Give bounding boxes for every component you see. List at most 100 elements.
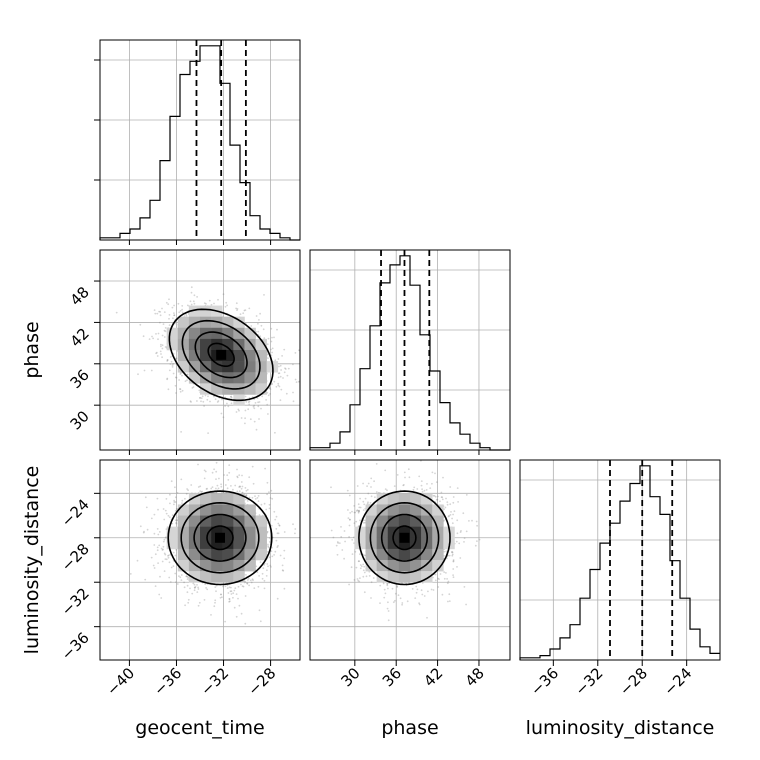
- sample-point: [265, 575, 268, 577]
- density-cell: [211, 537, 223, 550]
- sample-point: [232, 488, 234, 491]
- sample-point: [159, 314, 162, 317]
- density-cell: [200, 515, 212, 527]
- sample-point: [277, 358, 280, 360]
- hist-bar: [140, 218, 150, 240]
- contour-line: [181, 319, 261, 390]
- sample-point: [278, 385, 281, 388]
- sample-point: [278, 524, 281, 526]
- density-cell: [211, 515, 223, 527]
- contour-line: [206, 525, 234, 551]
- sample-point: [153, 513, 156, 516]
- sample-point: [277, 384, 280, 387]
- sample-point: [164, 509, 167, 512]
- sample-point: [161, 560, 164, 563]
- sample-point: [164, 346, 167, 348]
- sample-point: [268, 387, 271, 389]
- sample-point: [266, 569, 268, 572]
- sample-point: [180, 478, 183, 481]
- sample-point: [185, 492, 188, 495]
- sample-point: [387, 587, 389, 590]
- sample-point: [292, 523, 294, 526]
- sample-point: [279, 399, 282, 402]
- density-cell: [233, 493, 245, 505]
- sample-point: [148, 338, 151, 340]
- sample-point: [263, 564, 265, 566]
- sample-point: [384, 592, 387, 595]
- sample-point: [240, 612, 243, 615]
- contour-line: [207, 342, 235, 367]
- sample-point: [174, 554, 177, 557]
- density-cell: [200, 316, 212, 329]
- sample-point: [266, 563, 269, 565]
- sample-point: [259, 561, 262, 563]
- sample-point: [238, 474, 241, 476]
- sample-point: [160, 343, 162, 346]
- sample-point: [275, 528, 278, 530]
- sample-point: [173, 503, 175, 506]
- sample-point: [166, 377, 169, 380]
- sample-point: [244, 409, 247, 412]
- sample-point: [181, 502, 183, 504]
- sample-point: [174, 384, 177, 387]
- sample-point: [230, 593, 233, 595]
- sample-point: [270, 327, 273, 330]
- sample-point: [271, 497, 274, 500]
- sample-point: [245, 494, 248, 497]
- sample-point: [242, 312, 245, 315]
- sample-point: [367, 501, 369, 504]
- sample-point: [170, 360, 173, 363]
- sample-point: [276, 597, 279, 600]
- sample-point: [175, 521, 178, 524]
- density-cell: [200, 537, 212, 550]
- density-cell: [177, 350, 190, 362]
- sample-point: [185, 575, 188, 578]
- sample-point: [165, 512, 168, 515]
- sample-point: [156, 355, 159, 357]
- sample-point: [459, 531, 462, 533]
- sample-point: [175, 357, 178, 360]
- density-cell: [200, 560, 212, 572]
- sample-point: [418, 602, 420, 605]
- sample-point: [196, 296, 199, 298]
- sample-point: [198, 601, 201, 604]
- sample-point: [226, 402, 228, 405]
- sample-point: [153, 532, 156, 535]
- sample-point: [270, 354, 273, 357]
- sample-point: [241, 491, 244, 494]
- sample-point: [168, 324, 171, 326]
- sample-point: [159, 311, 162, 313]
- sample-point: [259, 335, 262, 338]
- sample-point: [283, 549, 286, 552]
- density-cell: [255, 372, 267, 384]
- sample-point: [248, 476, 251, 479]
- hist-bar: [450, 423, 460, 450]
- sample-point: [408, 476, 411, 479]
- density-cell: [211, 526, 223, 539]
- density-cell: [211, 504, 223, 516]
- sample-point: [160, 597, 163, 599]
- sample-point: [211, 486, 214, 488]
- density-content: [100, 460, 300, 660]
- sample-point: [197, 588, 200, 590]
- sample-point: [190, 286, 193, 289]
- hist-bar: [680, 598, 690, 660]
- sample-point: [157, 332, 160, 335]
- sample-point: [154, 553, 157, 556]
- sample-point: [205, 303, 207, 305]
- sample-point: [252, 579, 254, 582]
- sample-point: [172, 551, 175, 554]
- sample-point: [276, 546, 279, 548]
- sample-point: [227, 592, 230, 594]
- hist-step-line: [99, 45, 300, 241]
- density-cell: [211, 548, 223, 561]
- sample-point: [217, 487, 220, 490]
- sample-point: [156, 312, 159, 315]
- density-cell: [244, 350, 256, 362]
- sample-point: [248, 584, 251, 587]
- sample-point: [294, 532, 296, 535]
- sample-point: [228, 598, 231, 601]
- sample-point: [189, 400, 192, 403]
- density-cell: [255, 361, 267, 373]
- sample-point: [179, 388, 181, 390]
